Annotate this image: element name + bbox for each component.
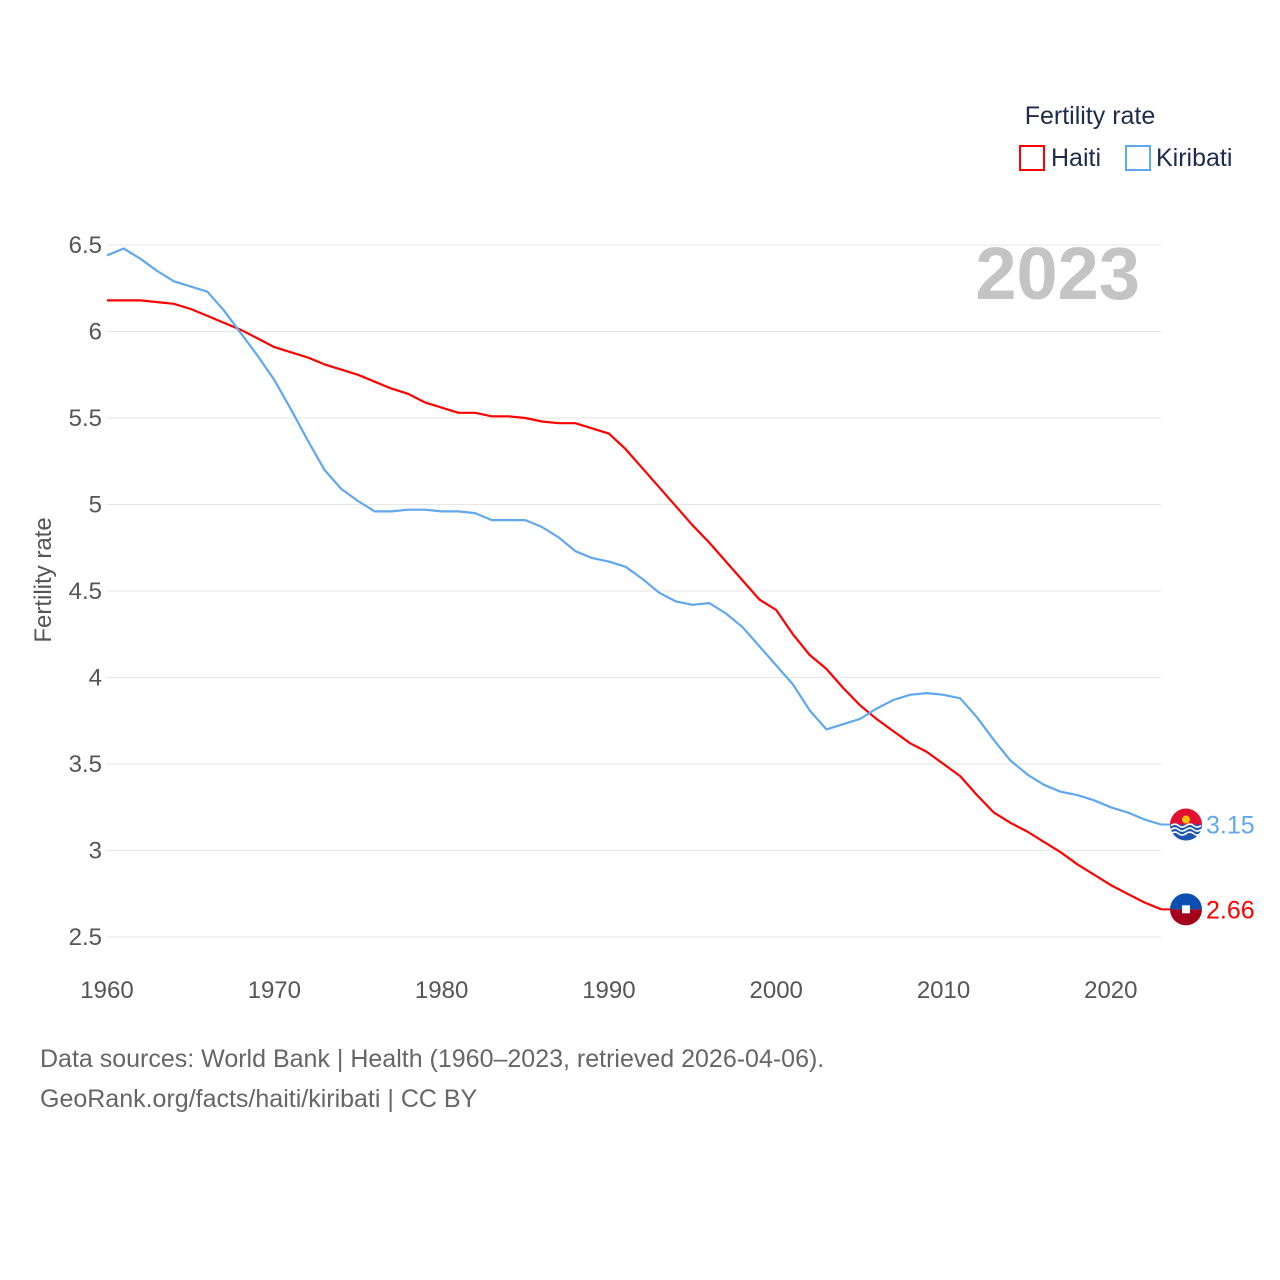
data-sources: Data sources: World Bank | Health (1960–… [40,1045,825,1073]
y-tick-label: 5.5 [69,405,102,432]
x-tick-label: 2010 [917,977,970,1004]
legend-swatch-kiribati [1125,145,1151,171]
y-axis-ticks: 2.5 3 3.5 4 4.5 5 5.5 6 6.5 [69,232,102,951]
flag-sun [1182,815,1190,824]
flag-emblem [1182,905,1190,914]
flag-top [1170,893,1202,910]
haiti-flag-icon [1161,893,1202,926]
y-tick-label: 2.5 [69,924,102,951]
x-tick-label: 1960 [80,977,133,1004]
series-end-labels: 2.66 3.15 [1161,808,1255,926]
flag-wave [1170,827,1202,832]
end-value-kiribati: 3.15 [1206,812,1255,840]
line-chart: 2.5 3 3.5 4 4.5 5 5.5 6 6.5 1960 1970 1980 1990 2000… [30,102,1255,1004]
series-lines [106,247,1162,911]
flag-bottom [1170,909,1202,926]
legend-item-haiti[interactable]: Haiti [1019,144,1101,172]
y-tick-label: 4 [89,665,102,692]
flag-wave [1170,823,1202,828]
credit-link[interactable]: GeoRank.org/facts/haiti/kiribati | CC BY [40,1085,478,1113]
end-value-haiti: 2.66 [1206,896,1255,924]
y-tick-label: 3 [89,838,102,865]
x-axis-ticks: 1960 1970 1980 1990 2000 2010 2020 [80,977,1137,1004]
legend-swatch-haiti [1019,145,1045,171]
x-tick-label: 2020 [1084,977,1137,1004]
x-tick-label: 1980 [415,977,468,1004]
y-tick-label: 6.5 [69,232,102,259]
series-line-haiti [107,299,1162,911]
x-tick-label: 1990 [582,977,635,1004]
y-axis-label: Fertility rate [30,517,57,642]
legend-label-haiti: Haiti [1051,144,1101,172]
x-tick-label: 1970 [248,977,301,1004]
legend-label-kiribati: Kiribati [1156,144,1232,172]
y-tick-label: 4.5 [69,578,102,605]
y-tick-label: 3.5 [69,751,102,778]
x-tick-label: 2000 [750,977,803,1004]
legend-item-kiribati[interactable]: Kiribati [1125,144,1232,172]
legend: Fertility rate Haiti Kiribati [1019,102,1232,172]
kiribati-flag-icon [1161,808,1202,841]
flag-wave [1170,831,1202,836]
year-label: 2023 [975,232,1140,315]
grid [107,244,1161,938]
y-tick-label: 6 [89,319,102,346]
series-line-kiribati [106,247,1162,826]
y-tick-label: 5 [89,492,102,519]
legend-title: Fertility rate [1025,102,1156,130]
